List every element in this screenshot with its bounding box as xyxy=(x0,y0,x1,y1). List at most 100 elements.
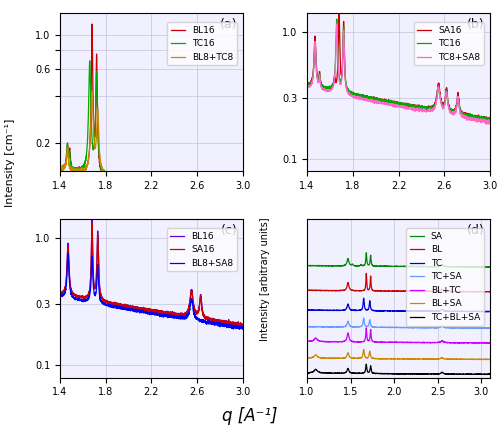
TC+SA xyxy=(393,325,399,330)
SA xyxy=(393,264,399,269)
TC xyxy=(388,308,394,314)
SA16 xyxy=(314,63,320,68)
Text: (a): (a) xyxy=(220,18,238,30)
TC16 xyxy=(202,186,207,191)
Text: q [A⁻¹]: q [A⁻¹] xyxy=(222,407,278,425)
BL16 xyxy=(235,322,241,327)
SA16 xyxy=(89,221,95,226)
TC16 xyxy=(141,182,147,187)
SA16 xyxy=(141,307,147,312)
BL16 xyxy=(235,324,241,329)
BL+TC xyxy=(363,325,369,330)
BL8+TC8 xyxy=(161,186,167,191)
SA xyxy=(487,265,493,270)
SA16 xyxy=(240,322,246,327)
BL16 xyxy=(240,323,246,328)
BL8+SA8 xyxy=(141,309,147,314)
Text: (b): (b) xyxy=(467,18,484,30)
TC+BL+SA xyxy=(393,371,399,376)
BL16 xyxy=(240,186,246,191)
SA16 xyxy=(201,313,207,318)
Line: BL8+SA8: BL8+SA8 xyxy=(60,253,243,329)
BL+TC xyxy=(482,340,488,345)
SA xyxy=(482,264,488,269)
TC8+SA8 xyxy=(487,121,493,126)
BL+TC xyxy=(487,340,493,345)
BL8+TC8 xyxy=(57,166,63,172)
TC8+SA8 xyxy=(304,85,310,90)
SA16 xyxy=(487,115,493,120)
TC16 xyxy=(482,115,488,120)
SA16 xyxy=(448,109,454,114)
TC+BL+SA xyxy=(448,372,454,377)
TC+SA xyxy=(360,315,366,320)
BL8+TC8 xyxy=(89,89,95,94)
TC+BL+SA xyxy=(314,367,320,372)
TC+BL+SA xyxy=(388,371,394,376)
BL+TC xyxy=(448,340,454,345)
BL xyxy=(482,289,488,294)
BL+TC xyxy=(482,340,488,345)
TC8+SA8 xyxy=(314,67,320,72)
TC16 xyxy=(240,186,246,191)
BL+SA xyxy=(360,347,366,352)
SA16 xyxy=(146,308,152,313)
TC8+SA8 xyxy=(448,110,454,115)
Legend: SA16, TC16, TC8+SA8: SA16, TC16, TC8+SA8 xyxy=(414,22,484,65)
BL16 xyxy=(201,314,207,319)
BL8+SA8 xyxy=(236,326,242,332)
BL+TC xyxy=(393,340,399,345)
BL+SA xyxy=(304,355,310,360)
TC8+SA8 xyxy=(482,118,488,123)
TC16 xyxy=(388,98,394,103)
Text: (d): (d) xyxy=(467,224,484,237)
TC16 xyxy=(487,116,493,121)
SA16 xyxy=(482,116,488,121)
TC8+SA8 xyxy=(482,118,488,123)
TC16 xyxy=(304,82,310,87)
TC16 xyxy=(393,100,399,105)
TC16 xyxy=(86,58,92,63)
BL xyxy=(486,289,492,294)
TC xyxy=(483,309,489,314)
Text: (c): (c) xyxy=(220,224,238,237)
BL+SA xyxy=(487,357,493,362)
Line: BL8+TC8: BL8+TC8 xyxy=(60,92,243,189)
BL xyxy=(363,271,369,276)
SA16 xyxy=(304,82,310,87)
SA16 xyxy=(388,99,394,104)
BL16 xyxy=(234,323,240,328)
TC+BL+SA xyxy=(487,372,493,377)
BL8+SA8 xyxy=(66,279,72,284)
TC+SA xyxy=(482,326,488,331)
TC16 xyxy=(57,166,63,171)
TC8+SA8 xyxy=(393,103,399,108)
Text: Intensity [cm⁻¹]: Intensity [cm⁻¹] xyxy=(5,119,15,207)
BL8+SA8 xyxy=(235,325,241,330)
TC8+SA8 xyxy=(486,121,492,127)
BL xyxy=(304,288,310,293)
SA xyxy=(314,263,320,268)
Legend: BL16, SA16, BL8+SA8: BL16, SA16, BL8+SA8 xyxy=(166,228,236,272)
SA16 xyxy=(482,117,488,122)
TC16 xyxy=(448,109,454,114)
TC16 xyxy=(314,66,320,71)
BL+TC xyxy=(304,339,310,344)
Line: BL+TC: BL+TC xyxy=(307,328,490,343)
BL8+TC8 xyxy=(235,186,241,191)
TC8+SA8 xyxy=(334,21,340,27)
SA16 xyxy=(238,324,244,329)
BL8+TC8 xyxy=(146,184,152,190)
BL+SA xyxy=(448,357,454,362)
BL+SA xyxy=(485,357,491,362)
Line: BL: BL xyxy=(307,273,490,292)
SA16 xyxy=(485,118,491,123)
SA xyxy=(304,263,310,268)
Line: TC16: TC16 xyxy=(60,61,243,189)
BL8+SA8 xyxy=(234,325,240,330)
TC+SA xyxy=(487,326,493,331)
BL16 xyxy=(89,21,95,27)
SA xyxy=(388,264,394,269)
BL8+SA8 xyxy=(240,324,246,329)
SA16 xyxy=(66,272,72,277)
